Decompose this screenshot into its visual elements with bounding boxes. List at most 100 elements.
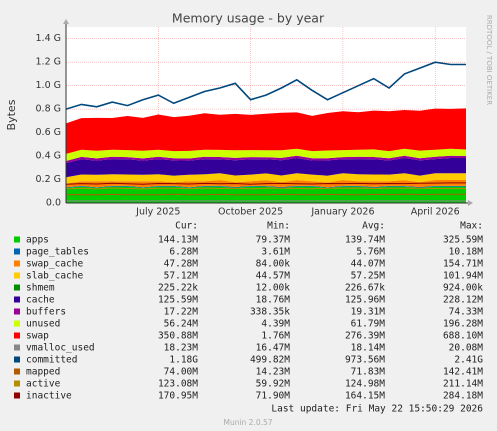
x-tick-label: January 2026 <box>310 207 374 218</box>
legend-label: inactive <box>26 391 72 402</box>
legend-stat: 19.31M <box>351 307 386 318</box>
y-tick-label: 1.4 G <box>36 33 62 44</box>
y-tick-label: 0.6 G <box>36 127 62 138</box>
legend-stat: 12.00k <box>256 283 291 294</box>
legend-stat: 56.24M <box>164 319 199 330</box>
legend-stat: 18.23M <box>164 343 199 354</box>
legend-stat: 196.28M <box>443 319 483 330</box>
area <box>66 185 466 188</box>
y-tick-label: 1.2 G <box>36 57 62 68</box>
legend-label: swap <box>26 331 49 342</box>
legend-stat: 71.83M <box>351 367 386 378</box>
area <box>66 173 466 184</box>
legend-stat: 71.90M <box>256 391 291 402</box>
axes: 0.0 0.2 G 0.4 G 0.6 G 0.8 G 1.0 G 1.2 G 1.4 G Ju… <box>36 19 473 218</box>
y-axis-arrow <box>63 19 69 24</box>
legend-label: unused <box>26 319 60 330</box>
legend: Cur: Min: Avg: Max: apps 144.13M 79.37M 139.74M… <box>14 221 483 402</box>
legend-stat: 924.00k <box>443 283 483 294</box>
legend-label: vmalloc_used <box>26 343 95 354</box>
legend-stat: 44.07M <box>351 259 386 270</box>
legend-stat: 276.39M <box>345 331 385 342</box>
legend-swatch <box>14 272 20 279</box>
legend-stat: 350.88M <box>158 331 198 342</box>
legend-label: swap_cache <box>26 259 83 270</box>
legend-label: committed <box>26 355 77 366</box>
area <box>66 108 466 154</box>
legend-swatch <box>14 308 20 315</box>
legend-swatch <box>14 332 20 339</box>
legend-stat: 125.59M <box>158 295 198 306</box>
y-tick-label: 0.4 G <box>36 151 62 162</box>
chart-title: Memory usage - by year <box>172 11 325 26</box>
table-header: Cur: <box>175 221 198 232</box>
legend-swatch <box>14 368 20 375</box>
legend-stat: 79.37M <box>256 235 291 246</box>
legend-swatch <box>14 380 20 387</box>
legend-swatch <box>14 344 20 351</box>
legend-stat: 6.28M <box>169 247 198 258</box>
x-axis-arrow <box>468 200 473 206</box>
legend-stat: 688.10M <box>443 331 483 342</box>
table-header: Min: <box>267 221 290 232</box>
legend-label: cache <box>26 295 55 306</box>
legend-stat: 154.71M <box>443 259 483 270</box>
table-header: Max: <box>460 221 483 232</box>
legend-swatch <box>14 296 20 303</box>
legend-swatch <box>14 248 20 255</box>
line <box>65 61 466 110</box>
y-axis-label: Bytes <box>5 99 18 130</box>
legend-stat: 125.96M <box>345 295 385 306</box>
legend-stat: 170.95M <box>158 391 198 402</box>
legend-stat: 10.18M <box>449 247 484 258</box>
x-tick-label: October 2025 <box>218 207 283 218</box>
legend-stat: 226.67k <box>345 283 385 294</box>
legend-stat: 18.14M <box>351 343 386 354</box>
legend-stat: 18.76M <box>256 295 291 306</box>
legend-stat: 17.22M <box>164 307 199 318</box>
legend-label: mapped <box>26 367 60 378</box>
legend-stat: 57.25M <box>351 271 386 282</box>
legend-stat: 74.00M <box>164 367 199 378</box>
last-update: Last update: Fri May 22 15:50:29 2026 <box>271 404 483 415</box>
table-header: Avg: <box>362 221 385 232</box>
area <box>66 148 466 161</box>
legend-stat: 142.41M <box>443 367 483 378</box>
line <box>65 187 466 190</box>
legend-stat: 57.12M <box>164 271 199 282</box>
side-label: RRDTOOL / TOBI OETIKER <box>485 15 493 105</box>
y-tick-label: 1.0 G <box>36 80 62 91</box>
legend-stat: 228.12M <box>443 295 483 306</box>
legend-label: buffers <box>26 307 66 318</box>
footer: Munin 2.0.57 <box>223 418 272 427</box>
legend-swatch <box>14 260 20 267</box>
legend-stat: 4.39M <box>261 319 290 330</box>
legend-stat: 16.47M <box>256 343 291 354</box>
line <box>65 193 466 196</box>
legend-swatch <box>14 392 20 399</box>
legend-stat: 284.18M <box>443 391 483 402</box>
legend-stat: 2.41G <box>454 355 483 366</box>
legend-stat: 338.35k <box>250 307 290 318</box>
legend-stat: 325.59M <box>443 235 483 246</box>
legend-label: slab_cache <box>26 271 83 282</box>
legend-label: apps <box>26 235 49 246</box>
legend-swatch <box>14 284 20 291</box>
legend-label: page_tables <box>26 247 89 258</box>
legend-stat: 59.92M <box>256 379 291 390</box>
legend-stat: 499.82M <box>250 355 290 366</box>
y-tick-label: 0.2 G <box>36 174 62 185</box>
area <box>66 158 466 178</box>
legend-stat: 144.13M <box>158 235 198 246</box>
marks <box>65 61 466 203</box>
legend-label: active <box>26 379 61 390</box>
area <box>66 155 466 164</box>
legend-stat: 211.14M <box>443 379 483 390</box>
legend-stat: 123.08M <box>158 379 198 390</box>
legend-stat: 74.33M <box>449 307 484 318</box>
legend-stat: 1.18G <box>169 355 198 366</box>
legend-stat: 20.08M <box>449 343 484 354</box>
legend-stat: 164.15M <box>345 391 385 402</box>
legend-stat: 101.94M <box>443 271 483 282</box>
